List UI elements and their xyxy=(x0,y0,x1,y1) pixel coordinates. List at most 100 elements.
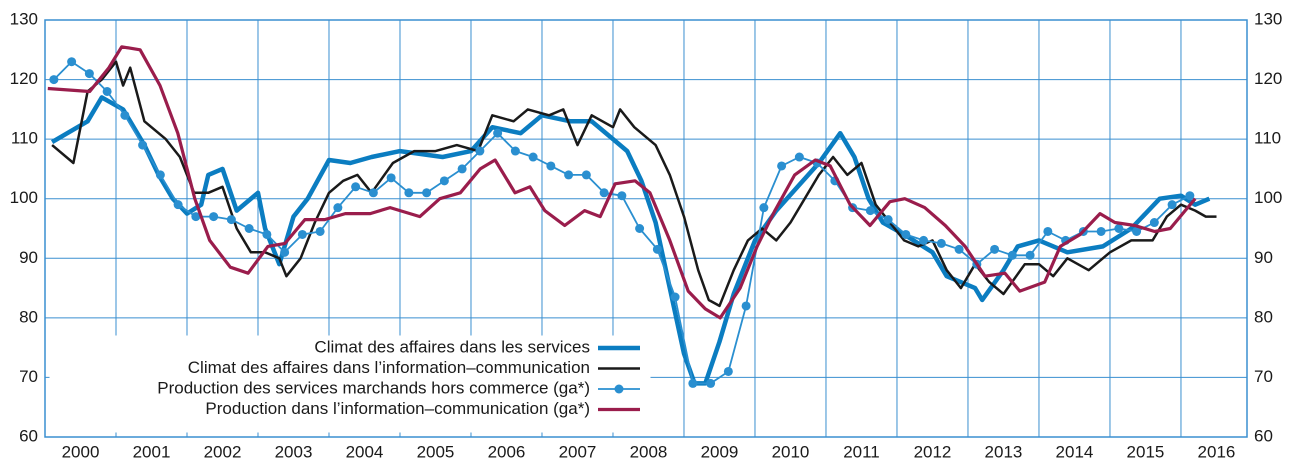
legend-label: Production dans l’information–communicat… xyxy=(205,399,590,418)
legend-box xyxy=(49,335,651,433)
legend-label: Climat des affaires dans l’information–c… xyxy=(188,358,590,377)
series-marker xyxy=(280,247,290,257)
y-tick-label: 130 xyxy=(10,9,38,28)
series-marker xyxy=(439,176,449,186)
series-marker xyxy=(1167,200,1177,210)
series-marker xyxy=(351,182,361,192)
legend-swatch-marker xyxy=(614,384,624,394)
y-tick-label: 70 xyxy=(19,367,38,386)
series-marker xyxy=(404,188,414,198)
y2-tick-label: 110 xyxy=(1254,129,1281,148)
series-marker xyxy=(1007,250,1017,260)
y2-tick-label: 120 xyxy=(1254,69,1282,88)
y2-tick-label: 130 xyxy=(1254,9,1282,28)
series-line xyxy=(47,45,1197,320)
series-marker xyxy=(209,212,219,222)
series-marker xyxy=(1096,226,1106,236)
series-marker xyxy=(599,188,609,198)
series-marker xyxy=(723,366,733,376)
x-tick-label: 2001 xyxy=(133,442,171,461)
series-marker xyxy=(475,146,485,156)
series-marker xyxy=(617,191,627,201)
y2-tick-label: 100 xyxy=(1254,188,1282,207)
series-marker xyxy=(777,161,787,171)
x-tick-label: 2006 xyxy=(488,442,526,461)
series-marker xyxy=(155,170,165,180)
series-marker xyxy=(794,152,804,162)
y-tick-label: 120 xyxy=(10,69,38,88)
series-marker xyxy=(422,188,432,198)
series-marker xyxy=(368,188,378,198)
series-marker xyxy=(138,140,148,150)
series-marker xyxy=(706,378,716,388)
plot-frame xyxy=(44,19,1248,438)
series-marker xyxy=(49,75,59,85)
series-marker xyxy=(297,229,307,239)
legend-label: Climat des affaires dans les services xyxy=(314,337,590,356)
series-marker xyxy=(990,244,1000,254)
series-marker xyxy=(919,235,929,245)
x-tick-label: 2016 xyxy=(1198,442,1236,461)
y-tick-label: 100 xyxy=(10,188,38,207)
x-tick-label: 2002 xyxy=(204,442,242,461)
legend-label: Production des services marchands hors c… xyxy=(157,378,590,397)
series-marker xyxy=(386,173,396,183)
x-tick-label: 2004 xyxy=(346,442,384,461)
y-tick-label: 60 xyxy=(19,426,38,445)
x-tick-label: 2005 xyxy=(417,442,455,461)
series-marker xyxy=(954,244,964,254)
series-marker xyxy=(1132,226,1142,236)
series-line xyxy=(50,95,1211,386)
x-tick-label: 2009 xyxy=(701,442,739,461)
series-marker xyxy=(883,215,893,225)
x-tick-label: 2000 xyxy=(62,442,100,461)
series-marker xyxy=(1185,191,1195,201)
y-tick-label: 90 xyxy=(19,248,38,267)
x-tick-label: 2010 xyxy=(772,442,810,461)
y-tick-label: 110 xyxy=(11,129,38,148)
series-marker xyxy=(901,229,911,239)
series-marker xyxy=(84,69,94,79)
x-tick-label: 2003 xyxy=(275,442,313,461)
series-marker xyxy=(1114,224,1124,233)
y2-tick-label: 60 xyxy=(1254,426,1273,445)
series-marker xyxy=(67,57,77,67)
series-marker xyxy=(244,224,254,233)
x-tick-label: 2007 xyxy=(559,442,597,461)
y-tick-label: 80 xyxy=(19,307,38,326)
x-tick-label: 2008 xyxy=(630,442,668,461)
series-marker xyxy=(173,200,183,210)
series-marker xyxy=(741,301,751,311)
series-marker xyxy=(528,152,538,162)
series-marker xyxy=(333,203,343,213)
series-marker xyxy=(865,206,875,216)
x-tick-label: 2013 xyxy=(985,442,1023,461)
series-marker xyxy=(493,128,503,138)
series-marker xyxy=(1043,226,1053,236)
series-marker xyxy=(457,164,467,174)
series-marker xyxy=(191,212,201,222)
series-marker xyxy=(546,161,556,171)
series-marker xyxy=(102,86,112,96)
series-marker xyxy=(226,215,236,225)
series-marker xyxy=(635,224,645,233)
x-tick-label: 2011 xyxy=(843,442,880,461)
x-tick-label: 2012 xyxy=(914,442,952,461)
series-marker xyxy=(670,292,680,302)
y2-tick-label: 70 xyxy=(1254,367,1273,386)
series-marker xyxy=(581,170,591,180)
series-marker xyxy=(1149,218,1159,228)
series-marker xyxy=(688,378,698,388)
series-marker xyxy=(315,226,325,236)
y2-tick-label: 90 xyxy=(1254,248,1273,267)
x-tick-label: 2014 xyxy=(1056,442,1094,461)
series-marker xyxy=(652,244,662,254)
series-marker xyxy=(262,229,272,239)
series-marker xyxy=(564,170,574,180)
series-marker xyxy=(936,238,946,248)
x-tick-label: 2015 xyxy=(1127,442,1165,461)
series-marker xyxy=(120,110,130,120)
y2-tick-label: 80 xyxy=(1254,307,1273,326)
